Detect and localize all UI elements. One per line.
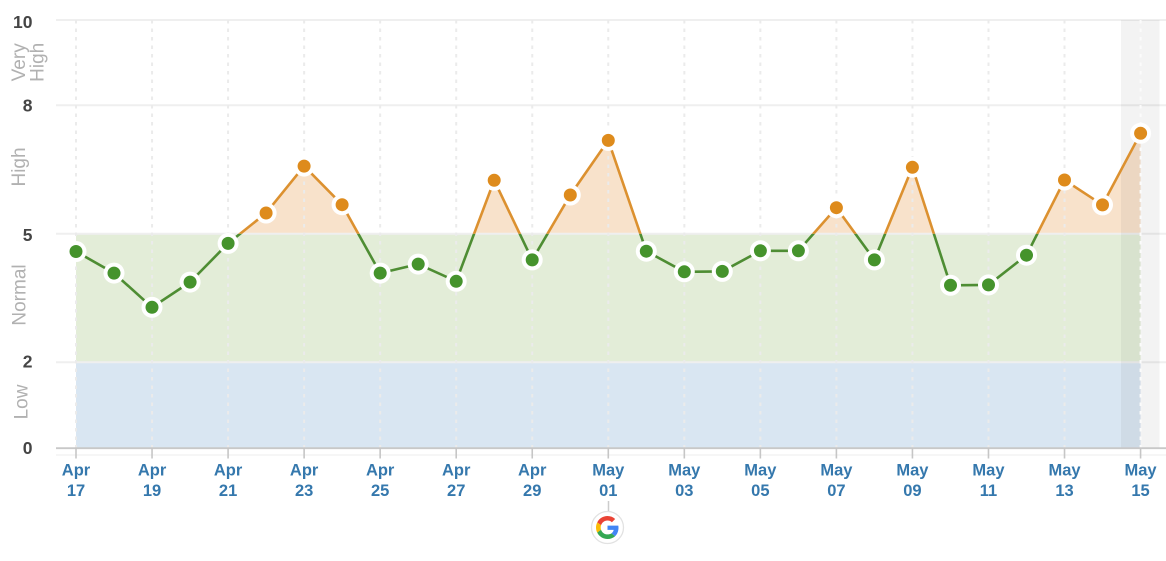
svg-text:0: 0 (23, 438, 33, 458)
svg-text:5: 5 (23, 225, 33, 245)
svg-text:High: High (9, 147, 30, 186)
svg-text:10: 10 (13, 12, 33, 32)
svg-text:2: 2 (23, 352, 33, 372)
svg-text:Normal: Normal (10, 264, 31, 325)
svg-text:8: 8 (23, 96, 33, 116)
svg-text:VeryHigh: VeryHigh (9, 43, 48, 82)
svg-text:Low: Low (12, 384, 33, 419)
